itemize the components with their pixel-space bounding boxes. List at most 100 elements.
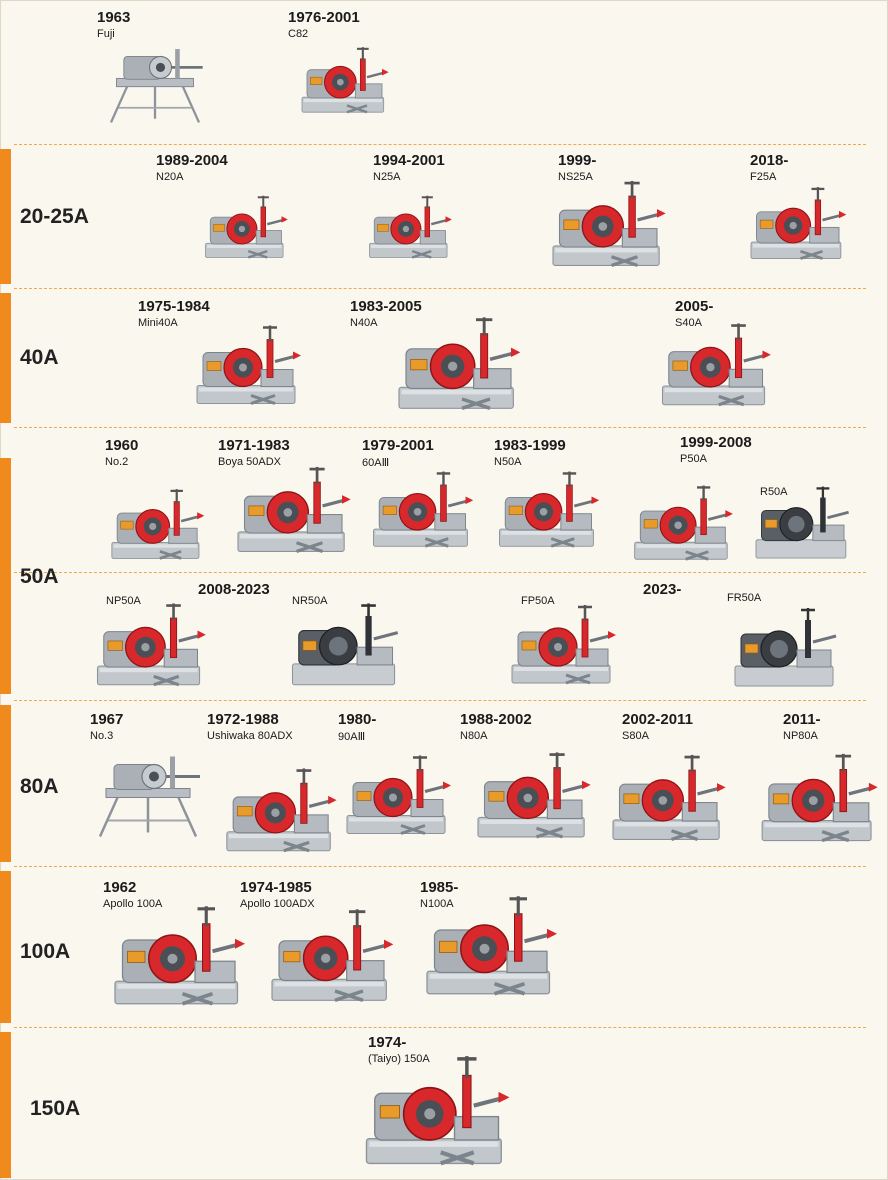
section-divider (14, 700, 866, 701)
section-divider (14, 144, 866, 145)
machine-image-ns25a (540, 166, 670, 276)
size-label-150a: 150A (30, 1097, 81, 1120)
machine-image-fr50a (718, 600, 848, 690)
model-name: C82 (288, 28, 309, 40)
machine-image-apollo-100adx (258, 895, 398, 1010)
machine-image-taiyo-150a (350, 1042, 515, 1172)
model-name: NP50A (106, 595, 141, 607)
machine-image-no-2 (92, 482, 217, 562)
year-range: 1960 (105, 437, 139, 454)
section-divider (14, 427, 866, 428)
machine-image-r50a (745, 478, 855, 563)
machine-image-60a (362, 452, 477, 562)
year-range: 1999- (558, 152, 597, 169)
model-name: N50A (494, 456, 522, 468)
section-accent-bar (0, 1032, 11, 1178)
section-divider (14, 288, 866, 289)
machine-image-c82 (292, 28, 392, 128)
size-label-80a: 80A (20, 775, 59, 798)
machine-image-n50a (488, 452, 603, 562)
year-range: 2008-2023 (198, 581, 270, 598)
model-name: Boya 50ADX (218, 456, 281, 468)
machine-image-n40a (380, 308, 530, 413)
machine-image-np50a (85, 592, 210, 692)
year-range: 2018- (750, 152, 789, 169)
year-range: 1972-1988 (207, 711, 279, 728)
year-range: 2005- (675, 298, 714, 315)
year-range: 2011- (783, 711, 821, 728)
model-name: FP50A (521, 595, 555, 607)
year-range: 1974- (368, 1034, 407, 1051)
model-name: Ushiwaka 80ADX (207, 730, 293, 742)
model-name: NP80A (783, 730, 818, 742)
model-name: 90AⅢ (338, 731, 366, 743)
year-range: 1963 (97, 9, 131, 26)
year-range: 1994-2001 (373, 152, 445, 169)
year-range: 1999-2008 (680, 434, 752, 451)
model-name: 60AⅢ (362, 457, 390, 469)
year-range: 1980- (338, 711, 377, 728)
model-name: (Taiyo) 150A (368, 1053, 430, 1065)
year-range: 1971-1983 (218, 437, 290, 454)
model-name: N100A (420, 898, 454, 910)
model-name: N25A (373, 171, 401, 183)
year-range: 1989-2004 (156, 152, 228, 169)
year-range: 1975-1984 (138, 298, 210, 315)
model-name: Fuji (97, 28, 115, 40)
machine-image-n20a (196, 170, 291, 280)
size-label-40a: 40A (20, 346, 59, 369)
year-range: 2023- (643, 581, 682, 598)
year-range: 1979-2001 (362, 437, 434, 454)
year-range: 1967 (90, 711, 124, 728)
model-name: N80A (460, 730, 488, 742)
section-accent-bar (0, 293, 11, 423)
year-range: 1983-1999 (494, 437, 566, 454)
section-divider (14, 1027, 866, 1028)
machine-image-fuji (100, 33, 210, 133)
machine-image-n80a (465, 740, 595, 845)
year-range: 1985- (420, 879, 459, 896)
size-label-100a: 100A (20, 940, 71, 963)
year-range: 1976-2001 (288, 9, 360, 26)
year-range: 1974-1985 (240, 879, 312, 896)
model-name: Apollo 100A (103, 898, 163, 910)
machine-image-no-3 (88, 726, 208, 861)
machine-image-n100a (412, 875, 562, 1010)
machine-image-apollo-100a (100, 895, 250, 1010)
model-name: N40A (350, 317, 378, 329)
section-accent-bar (0, 705, 11, 862)
model-name: P50A (680, 453, 707, 465)
year-range: 1988-2002 (460, 711, 532, 728)
machine-image-mini40a (185, 310, 305, 415)
machine-image-p50a (620, 478, 740, 563)
model-name: NR50A (292, 595, 328, 607)
section-divider (14, 572, 866, 573)
machine-image-fp50a (500, 592, 620, 692)
model-name: F25A (750, 171, 777, 183)
year-range: 2002-2011 (622, 711, 693, 728)
section-accent-bar (0, 458, 11, 694)
model-name: NS25A (558, 171, 593, 183)
machine-image-np80a (748, 745, 883, 845)
machine-image-s80a (600, 740, 730, 850)
model-name: S80A (622, 730, 649, 742)
model-name: R50A (760, 486, 788, 498)
machine-image-boya-50adx (225, 452, 355, 562)
machine-image-nr50a (280, 592, 405, 692)
machine-image-n25a (360, 170, 455, 280)
machine-image-90a (335, 745, 455, 840)
model-name: N20A (156, 171, 184, 183)
model-name: Mini40A (138, 317, 178, 329)
model-name: Apollo 100ADX (240, 898, 315, 910)
section-divider (14, 866, 866, 867)
machine-image-s40a (650, 312, 775, 412)
year-range: 1983-2005 (350, 298, 422, 315)
section-accent-bar (0, 871, 11, 1023)
model-name: FR50A (727, 592, 762, 604)
model-name: No.2 (105, 456, 129, 468)
model-name: No.3 (90, 730, 114, 742)
section-accent-bar (0, 149, 11, 284)
machine-image-ushiwaka-80adx (210, 760, 345, 855)
machine-image-f25a (740, 166, 850, 276)
size-label-20-25a: 20-25A (20, 205, 89, 228)
